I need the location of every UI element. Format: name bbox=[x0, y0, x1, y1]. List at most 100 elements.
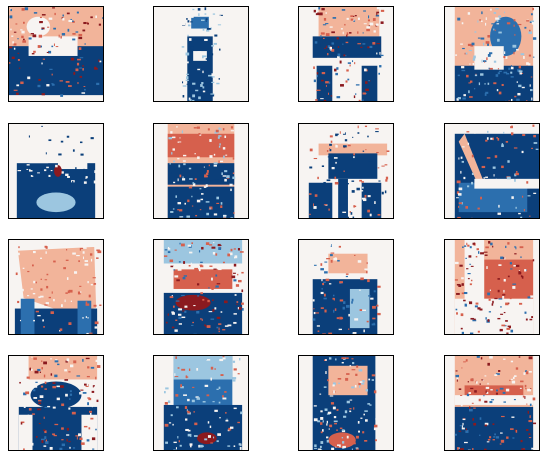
noise-speck bbox=[324, 261, 328, 263]
noise-speck bbox=[461, 202, 463, 205]
noise-speck bbox=[316, 260, 320, 262]
chair-saliency-map bbox=[299, 356, 393, 450]
noise-speck bbox=[32, 403, 35, 407]
noise-speck bbox=[346, 304, 350, 308]
noise-speck bbox=[498, 370, 501, 372]
noise-speck bbox=[349, 211, 351, 213]
noise-speck bbox=[32, 250, 36, 254]
noise-speck bbox=[473, 88, 476, 90]
noise-speck bbox=[20, 422, 23, 425]
noise-speck bbox=[182, 277, 186, 280]
noise-speck bbox=[528, 420, 533, 423]
noise-speck bbox=[366, 26, 371, 29]
noise-speck bbox=[44, 388, 47, 390]
noise-speck bbox=[195, 214, 198, 217]
noise-speck bbox=[237, 421, 240, 424]
noise-speck bbox=[515, 264, 520, 267]
noise-speck bbox=[468, 301, 473, 305]
noise-speck bbox=[185, 52, 190, 56]
noise-speck bbox=[164, 423, 169, 427]
noise-speck bbox=[169, 296, 174, 299]
noise-speck bbox=[219, 143, 221, 146]
noise-speck bbox=[171, 152, 173, 155]
noise-speck bbox=[486, 157, 491, 159]
noise-speck bbox=[240, 411, 243, 415]
noise-speck bbox=[493, 28, 495, 31]
noise-speck bbox=[518, 212, 521, 215]
noise-speck bbox=[487, 382, 489, 385]
noise-speck bbox=[321, 287, 323, 290]
noise-speck bbox=[68, 322, 72, 325]
noise-speck bbox=[167, 313, 169, 316]
noise-speck bbox=[532, 56, 535, 58]
noise-speck bbox=[526, 403, 528, 405]
noise-speck bbox=[209, 425, 212, 428]
noise-speck bbox=[182, 154, 187, 157]
noise-speck bbox=[508, 42, 510, 45]
chair-saliency-map bbox=[154, 356, 248, 450]
noise-speck bbox=[484, 424, 488, 427]
noise-speck bbox=[455, 374, 460, 378]
noise-speck bbox=[27, 76, 31, 80]
noise-speck bbox=[506, 436, 509, 439]
noise-speck bbox=[496, 389, 499, 392]
noise-speck bbox=[316, 325, 320, 327]
noise-speck bbox=[484, 61, 486, 63]
noise-speck bbox=[468, 392, 472, 394]
noise-speck bbox=[470, 279, 473, 282]
noise-speck bbox=[509, 298, 512, 300]
noise-speck bbox=[219, 417, 221, 419]
noise-speck bbox=[375, 417, 377, 421]
noise-speck bbox=[324, 309, 327, 313]
noise-speck bbox=[234, 294, 237, 296]
noise-speck bbox=[210, 377, 212, 381]
noise-speck bbox=[79, 437, 83, 441]
noise-speck bbox=[93, 283, 97, 285]
noise-speck bbox=[338, 217, 342, 218]
noise-speck bbox=[473, 55, 476, 59]
noise-speck bbox=[320, 422, 323, 425]
noise-speck bbox=[235, 284, 240, 287]
noise-speck bbox=[84, 260, 89, 262]
noise-speck bbox=[182, 64, 184, 66]
noise-speck bbox=[66, 438, 68, 442]
noise-speck bbox=[213, 42, 217, 45]
noise-speck bbox=[339, 299, 344, 302]
noise-speck bbox=[75, 68, 79, 72]
noise-speck bbox=[87, 21, 89, 24]
noise-speck bbox=[326, 420, 328, 424]
noise-speck bbox=[194, 422, 198, 426]
noise-speck bbox=[54, 423, 59, 426]
noise-speck bbox=[339, 316, 343, 320]
noise-speck bbox=[491, 303, 494, 306]
noise-speck bbox=[529, 29, 531, 32]
noise-speck bbox=[346, 124, 349, 128]
noise-speck bbox=[359, 289, 361, 291]
noise-speck bbox=[345, 357, 349, 359]
noise-speck bbox=[510, 428, 514, 430]
noise-speck bbox=[351, 301, 353, 304]
noise-speck bbox=[462, 422, 464, 426]
noise-speck bbox=[496, 23, 500, 25]
noise-speck bbox=[63, 267, 66, 270]
noise-speck bbox=[41, 14, 46, 16]
noise-speck bbox=[70, 364, 74, 368]
noise-speck bbox=[167, 248, 171, 250]
noise-speck bbox=[181, 46, 185, 48]
noise-speck bbox=[345, 275, 348, 278]
noise-speck bbox=[91, 390, 95, 393]
noise-speck bbox=[515, 172, 519, 176]
noise-speck bbox=[214, 34, 218, 37]
noise-speck bbox=[95, 359, 98, 362]
noise-speck bbox=[460, 448, 464, 450]
noise-speck bbox=[46, 166, 49, 169]
noise-speck bbox=[466, 242, 468, 245]
noise-speck bbox=[362, 150, 365, 152]
noise-speck bbox=[173, 160, 176, 163]
noise-speck bbox=[328, 332, 333, 334]
noise-speck bbox=[208, 9, 213, 11]
noise-speck bbox=[359, 381, 363, 384]
noise-speck bbox=[510, 76, 514, 78]
noise-speck bbox=[493, 60, 497, 63]
noise-speck bbox=[526, 62, 529, 65]
